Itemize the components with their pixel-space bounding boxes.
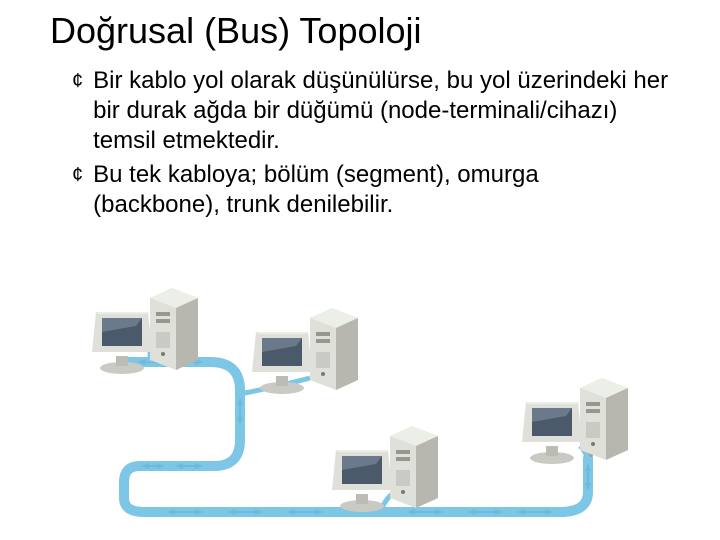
bus-topology-diagram xyxy=(100,290,620,530)
workstation-node xyxy=(330,420,448,516)
bullet-text: Bu tek kabloya; bölüm (segment), omurga … xyxy=(93,160,670,220)
workstation-node xyxy=(90,282,208,378)
workstation-node xyxy=(250,302,368,398)
list-item: ¢ Bir kablo yol olarak düşünülürse, bu y… xyxy=(72,66,670,156)
bullet-list: ¢ Bir kablo yol olarak düşünülürse, bu y… xyxy=(0,66,720,220)
bullet-marker-icon: ¢ xyxy=(72,66,83,96)
list-item: ¢ Bu tek kabloya; bölüm (segment), omurg… xyxy=(72,160,670,220)
workstation-node xyxy=(520,372,638,468)
bullet-marker-icon: ¢ xyxy=(72,160,83,190)
bullet-text: Bir kablo yol olarak düşünülürse, bu yol… xyxy=(93,66,670,156)
computer-icon xyxy=(520,372,638,468)
computer-icon xyxy=(330,420,448,516)
computer-icon xyxy=(250,302,368,398)
computer-icon xyxy=(90,282,208,378)
page-title: Doğrusal (Bus) Topoloji xyxy=(0,0,720,66)
